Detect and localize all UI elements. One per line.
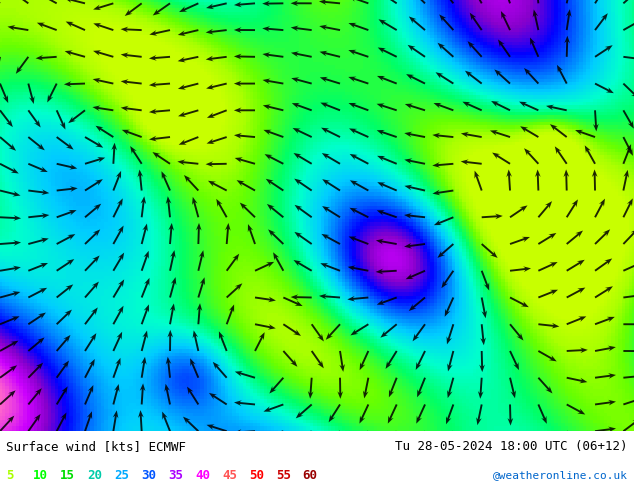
Text: 35: 35 xyxy=(168,469,183,482)
Text: Tu 28-05-2024 18:00 UTC (06+12): Tu 28-05-2024 18:00 UTC (06+12) xyxy=(395,440,628,453)
Text: Surface wind [kts] ECMWF: Surface wind [kts] ECMWF xyxy=(6,440,186,453)
Text: 15: 15 xyxy=(60,469,75,482)
Text: @weatheronline.co.uk: @weatheronline.co.uk xyxy=(493,470,628,480)
Text: 60: 60 xyxy=(303,469,318,482)
Text: 10: 10 xyxy=(34,469,48,482)
Text: 45: 45 xyxy=(222,469,237,482)
Text: 25: 25 xyxy=(114,469,129,482)
Text: 55: 55 xyxy=(276,469,291,482)
Text: 40: 40 xyxy=(195,469,210,482)
Text: 30: 30 xyxy=(141,469,156,482)
Text: 50: 50 xyxy=(249,469,264,482)
Text: 20: 20 xyxy=(87,469,102,482)
Text: 5: 5 xyxy=(6,469,14,482)
